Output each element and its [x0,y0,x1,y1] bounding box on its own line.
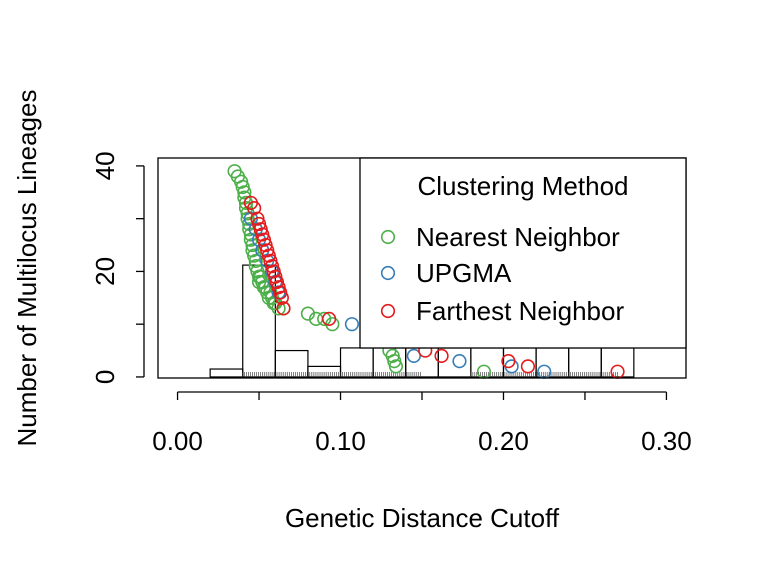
histogram-bar [535,347,570,378]
x-tick-label: 0.30 [641,426,692,456]
legend-label-nearest-neighbor: Nearest Neighbor [416,222,620,252]
legend-box [359,157,687,349]
point-nearest-neighbor [237,185,252,200]
point-farthest-neighbor [501,354,516,369]
histogram-bar [470,347,505,378]
y-tick-label: 40 [90,151,120,180]
histogram-bar [307,365,342,378]
point-farthest-neighbor [434,348,449,363]
x-tick-label: 0.10 [315,426,366,456]
point-farthest-neighbor [276,301,291,316]
y-tick-label: 20 [90,257,120,286]
point-nearest-neighbor [476,364,492,379]
point-farthest-neighbor [247,201,262,216]
legend-marker-upgma [380,265,396,281]
rug-layer [242,371,618,377]
point-upgma [344,317,360,332]
legend-label-farthest-neighbor: Farthest Neighbor [416,296,624,326]
y-axis: 0 20 40 [90,151,145,384]
legend-label-upgma: UPGMA [416,258,512,288]
point-farthest-neighbor [520,359,536,374]
point-farthest-neighbor [274,290,289,305]
histogram-bar [405,347,439,378]
point-upgma [452,354,467,369]
histogram-bar [568,347,602,378]
point-nearest-neighbor [271,301,286,316]
legend-marker-nearest-neighbor [380,229,396,245]
x-axis-title: Genetic Distance Cutoff [285,503,560,533]
histogram-bar [209,368,244,378]
point-nearest-neighbor [388,359,404,374]
point-upgma [406,348,421,363]
legend-title: Clustering Method [418,171,629,201]
point-nearest-neighbor [248,253,263,268]
legend: Clustering Method Nearest Neighbor UPGMA… [359,157,687,349]
y-axis-title: Number of Multilocus Lineages [12,90,42,447]
legend-marker-farthest-neighbor [380,303,396,319]
point-upgma [537,364,552,379]
points-layer [227,164,625,379]
point-farthest-neighbor [322,311,337,327]
y-tick-label: 0 [90,370,120,384]
histogram-bar [339,347,374,378]
x-axis: 0.00 0.10 0.20 0.30 [152,391,692,456]
x-tick-label: 0.00 [152,426,203,456]
x-tick-label: 0.20 [478,426,529,456]
